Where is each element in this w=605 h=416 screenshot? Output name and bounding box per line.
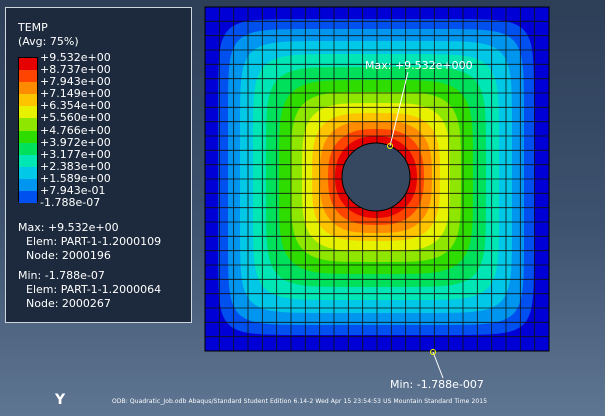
legend-swatch	[19, 118, 37, 131]
legend-swatch	[19, 178, 37, 192]
min-value: Min: -1.788e-07	[18, 269, 105, 282]
max-annotation: Max: +9.532e+000	[365, 59, 473, 72]
legend-swatch	[19, 106, 37, 119]
legend-tick-label: +2.383e+00	[40, 159, 111, 173]
status-footer: ODB: Quadratic_Job.odb Abaqus/Standard S…	[112, 398, 488, 405]
legend-tick-label: -1.788e-07	[40, 196, 101, 209]
max-leader-line	[389, 71, 409, 147]
legend-tick-label: +8.737e+00	[40, 63, 111, 77]
legend-tick-label: +7.943e-01	[40, 183, 106, 197]
legend-tick-label: +6.354e+00	[40, 99, 111, 113]
legend-swatch	[19, 82, 37, 95]
legend-subtitle: (Avg: 75%)	[18, 35, 79, 48]
legend-swatch	[19, 154, 37, 168]
legend-tick-label: +3.972e+00	[40, 135, 111, 149]
legend-title: TEMP	[18, 21, 48, 34]
min-marker	[430, 349, 436, 355]
max-marker	[387, 143, 393, 149]
legend-panel: TEMP (Avg: 75%) +9.532e+00 +8.737e+00 +7.9…	[5, 7, 192, 323]
plate-border	[204, 6, 550, 352]
legend-tick-label: +7.149e+00	[40, 87, 111, 101]
plate-hole	[341, 142, 411, 212]
legend-tick-label: +5.560e+00	[40, 111, 111, 125]
legend-tick-label: +7.943e+00	[40, 75, 111, 89]
max-elem: Elem: PART-1-1.2000109	[26, 235, 162, 248]
legend-tick-label: +3.177e+00	[40, 147, 111, 161]
max-value: Max: +9.532e+00	[18, 221, 119, 234]
min-annotation: Min: -1.788e-007	[390, 378, 484, 391]
legend-tick-label: +9.532e+00	[40, 51, 111, 64]
min-elem: Elem: PART-1-1.2000064	[26, 283, 162, 296]
min-node: Node: 2000267	[26, 297, 111, 310]
color-bar	[18, 57, 38, 204]
legend-swatch	[19, 94, 37, 107]
axis-triad-y: Y	[55, 392, 66, 408]
legend-swatch	[19, 58, 37, 71]
legend-swatch	[19, 142, 37, 156]
max-node: Node: 2000196	[26, 249, 111, 262]
legend-swatch	[19, 130, 37, 144]
legend-swatch	[19, 70, 37, 83]
legend-tick-label: +4.766e+00	[40, 123, 111, 137]
mesh-grid	[205, 7, 549, 351]
legend-swatch	[19, 166, 37, 180]
min-leader-line	[432, 351, 444, 379]
legend-tick-label: +1.589e+00	[40, 171, 111, 185]
legend-swatch	[19, 190, 37, 204]
